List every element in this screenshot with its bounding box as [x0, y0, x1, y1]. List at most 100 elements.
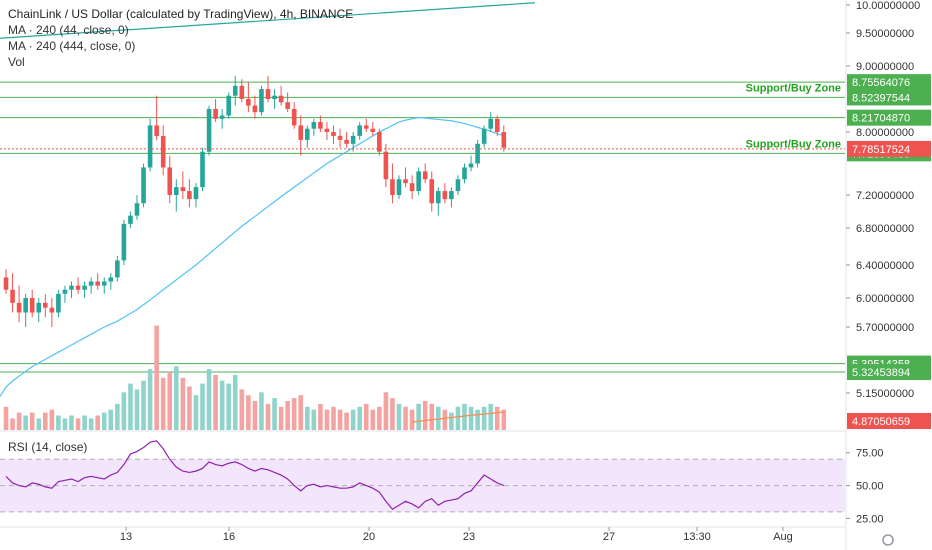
candle-body [239, 85, 245, 99]
candle-body [291, 108, 297, 126]
candle-body [121, 223, 127, 261]
volume-bar [331, 406, 336, 430]
support-zone-annotation: Support/Buy Zone [746, 138, 841, 150]
time-tick-label: 27 [603, 531, 615, 543]
support-level-tag [847, 109, 931, 126]
candle-body [147, 125, 153, 168]
volume-bar [167, 372, 173, 430]
time-tick-label: 23 [463, 531, 475, 543]
volume-bar [174, 366, 179, 430]
volume-bar [121, 392, 127, 430]
volume-bar [101, 412, 107, 430]
candle-body [187, 191, 192, 200]
volume-bar [285, 401, 290, 430]
volume-bar [160, 377, 166, 430]
candle-body [265, 89, 271, 99]
candle-body [403, 179, 408, 184]
candle-body [396, 179, 402, 195]
candle-body [501, 132, 507, 148]
candle-body [200, 151, 205, 188]
support-level-value: 8.52397544 [852, 92, 910, 104]
price-tick-label: 6.00000000 [856, 293, 914, 305]
volume-bar [337, 409, 343, 430]
candle-body [409, 183, 415, 192]
candle-body [213, 108, 218, 119]
candle-body [331, 132, 336, 136]
rsi-line [5, 440, 505, 511]
volume-bar [409, 409, 415, 430]
candle-body [429, 179, 435, 204]
ma444-line [0, 2, 536, 39]
volume-bar [259, 392, 264, 430]
candle-body [141, 167, 146, 204]
candle-body [422, 171, 428, 180]
volume-bar [246, 395, 251, 430]
candle-body [455, 179, 461, 192]
volume-bar [278, 406, 284, 430]
support-level-value: 8.75564076 [852, 77, 910, 89]
candle-body [95, 281, 100, 286]
candle-body [468, 163, 474, 168]
volume-bar [429, 403, 435, 430]
volume-bar [36, 418, 42, 430]
candle-body [494, 118, 500, 132]
time-tick-label: 13 [120, 531, 132, 543]
volume-bar [488, 403, 493, 430]
volume-bar [75, 418, 81, 430]
candle-body [226, 95, 231, 116]
volume-bar [481, 406, 487, 430]
candle-body [62, 289, 68, 294]
support-level-tag [847, 89, 931, 106]
candle-body [311, 122, 317, 129]
candle-body [3, 277, 9, 290]
candle-body [305, 128, 310, 140]
candle-body [88, 281, 94, 286]
candle-body [252, 105, 258, 113]
volume-value-tag [847, 413, 931, 429]
time-tick-label: Aug [773, 531, 793, 543]
time-tick-label: 16 [223, 531, 235, 543]
candle-body [115, 260, 120, 278]
candle-body [69, 285, 74, 290]
volume-bar [344, 412, 349, 430]
volume-bar [213, 374, 218, 430]
candle-body [475, 143, 480, 164]
volume-bar [363, 403, 369, 430]
settings-gear-icon [882, 534, 894, 546]
candle-body [488, 118, 493, 129]
candle-body [23, 298, 28, 313]
volume-bar [494, 406, 500, 430]
candle-body [370, 128, 376, 132]
volume-bar [108, 409, 114, 430]
candle-body [43, 302, 48, 308]
volume-bar [154, 325, 159, 430]
volume-bar [390, 398, 395, 430]
candle-body [442, 191, 448, 200]
candle-body [390, 179, 395, 195]
volume-bar [180, 377, 186, 430]
candle-body [56, 293, 61, 313]
candle-body [206, 108, 212, 152]
price-tick-label: 9.00000000 [856, 61, 914, 73]
volume-bar [350, 409, 356, 430]
volume-bar [239, 389, 245, 430]
volume-bar [318, 403, 323, 430]
candle-body [298, 125, 304, 140]
candle-body [324, 128, 330, 132]
support-level-value: 5.32453894 [852, 367, 910, 379]
candle-body [193, 187, 199, 200]
volume-bar [43, 412, 48, 430]
volume-bar [370, 409, 376, 430]
candle-body [278, 95, 284, 103]
volume-bar [115, 403, 120, 430]
candle-body [416, 171, 421, 192]
volume-bar [442, 409, 448, 430]
volume-bar [56, 415, 61, 430]
volume-bar [88, 418, 94, 430]
symbol-title: ChainLink / US Dollar (calculated by Tra… [8, 7, 354, 21]
volume-bar [462, 403, 467, 430]
candle-body [36, 302, 42, 313]
candle-body [108, 277, 114, 282]
